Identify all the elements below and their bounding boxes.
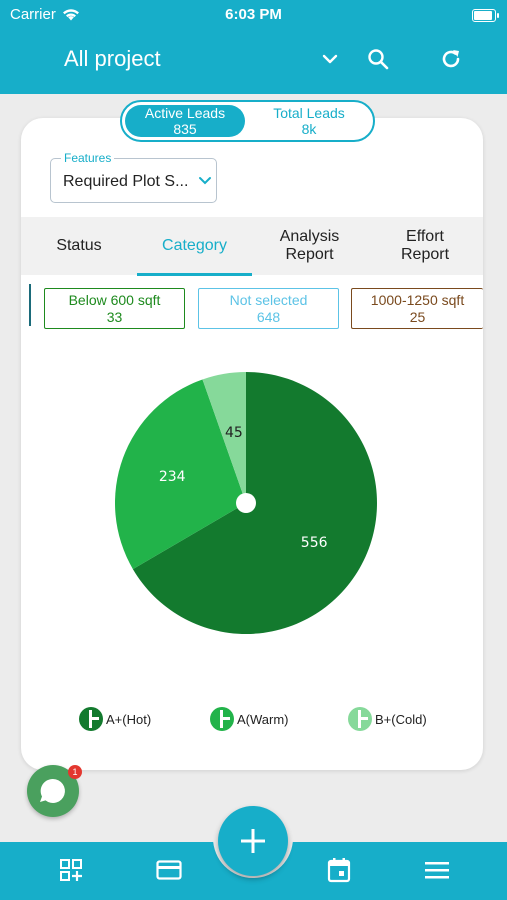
add-button[interactable] bbox=[218, 806, 288, 876]
legend-swatch-icon bbox=[79, 707, 103, 731]
tab-category[interactable]: Category bbox=[137, 217, 252, 275]
chip-count: 648 bbox=[256, 309, 281, 325]
chip-count: 25 bbox=[409, 309, 426, 325]
calendar-icon[interactable] bbox=[326, 857, 352, 883]
legend-swatch-icon bbox=[210, 707, 234, 731]
leads-toggle: Active Leads 835 Total Leads 8k bbox=[120, 100, 375, 142]
total-leads-tab[interactable]: Total Leads 8k bbox=[250, 105, 368, 137]
scroll-indicator bbox=[29, 284, 31, 326]
legend-swatch-icon bbox=[348, 707, 372, 731]
chip-count: 33 bbox=[106, 309, 123, 325]
category-chips: Below 600 sqft 33 Not selected 648 1000-… bbox=[21, 284, 483, 330]
features-label: Features bbox=[61, 151, 115, 165]
active-leads-tab[interactable]: Active Leads 835 bbox=[125, 105, 245, 137]
page-title: All project bbox=[64, 46, 161, 71]
tab-analysis-report-label: Analysis Report bbox=[279, 228, 340, 263]
clock: 6:03 PM bbox=[225, 6, 282, 23]
tab-analysis-report[interactable]: Analysis Report bbox=[252, 217, 367, 275]
tab-active-indicator bbox=[137, 273, 252, 276]
legend-item-cold: B+(Cold) bbox=[347, 706, 427, 732]
chip-label: Not selected bbox=[229, 292, 308, 308]
refresh-icon[interactable] bbox=[437, 44, 465, 74]
tab-status-label: Status bbox=[56, 237, 102, 254]
legend-item-hot: A+(Hot) bbox=[78, 706, 151, 732]
pie-slice-cold[interactable] bbox=[202, 372, 246, 503]
analytics-card: Features Required Plot S... Status Categ… bbox=[21, 118, 483, 770]
category-pie-chart: 556 234 45 bbox=[21, 358, 483, 648]
legend-label: B+(Cold) bbox=[375, 711, 427, 727]
card-icon[interactable] bbox=[156, 857, 182, 883]
battery-icon bbox=[472, 9, 499, 22]
carrier-label: Carrier bbox=[10, 6, 56, 23]
legend-label: A+(Hot) bbox=[106, 711, 152, 727]
tab-category-label: Category bbox=[162, 237, 227, 254]
features-dropdown[interactable]: Features Required Plot S... bbox=[50, 151, 217, 203]
features-value: Required Plot S... bbox=[63, 173, 189, 190]
active-leads-label: Active Leads bbox=[144, 105, 226, 121]
tab-effort-report[interactable]: Effort Report bbox=[367, 217, 483, 275]
app-header: Carrier 6:03 PM All project bbox=[0, 0, 507, 94]
chip-label: 1000-1250 sqft bbox=[370, 292, 465, 308]
pie-center-dot bbox=[236, 493, 256, 513]
chip-label: Below 600 sqft bbox=[68, 292, 161, 308]
active-leads-count: 835 bbox=[173, 121, 197, 137]
search-icon[interactable] bbox=[364, 44, 392, 74]
tab-status[interactable]: Status bbox=[21, 217, 137, 275]
add-icon bbox=[241, 829, 265, 853]
pie-slice-warm[interactable] bbox=[114, 379, 246, 570]
legend-label: A(Warm) bbox=[237, 711, 289, 727]
wifi-icon bbox=[62, 8, 80, 25]
chip-below-600[interactable]: Below 600 sqft 33 bbox=[44, 288, 185, 329]
chip-not-selected[interactable]: Not selected 648 bbox=[198, 288, 339, 329]
total-leads-label: Total Leads bbox=[273, 105, 345, 121]
pie-value-label: 556 bbox=[301, 535, 328, 551]
menu-icon[interactable] bbox=[424, 857, 450, 883]
status-bar: Carrier 6:03 PM bbox=[0, 5, 507, 25]
chart-legend: A+(Hot) A(Warm) B+(Cold) bbox=[21, 706, 483, 736]
dashboard-add-icon[interactable] bbox=[58, 857, 84, 883]
tab-effort-report-label: Effort Report bbox=[400, 228, 450, 263]
total-leads-count: 8k bbox=[301, 121, 317, 137]
chevron-down-icon[interactable] bbox=[316, 44, 344, 74]
pie-value-label: 45 bbox=[225, 425, 243, 441]
report-tabs: Status Category Analysis Report Effort R… bbox=[21, 217, 483, 275]
chevron-down-icon bbox=[198, 173, 212, 191]
pie-value-label: 234 bbox=[159, 469, 186, 485]
legend-item-warm: A(Warm) bbox=[209, 706, 289, 732]
pie-svg: 556 234 45 bbox=[114, 372, 378, 634]
chip-1000-1250[interactable]: 1000-1250 sqft 25 bbox=[351, 288, 483, 329]
chat-badge: 1 bbox=[68, 765, 82, 779]
chat-bubble-icon bbox=[40, 778, 65, 803]
